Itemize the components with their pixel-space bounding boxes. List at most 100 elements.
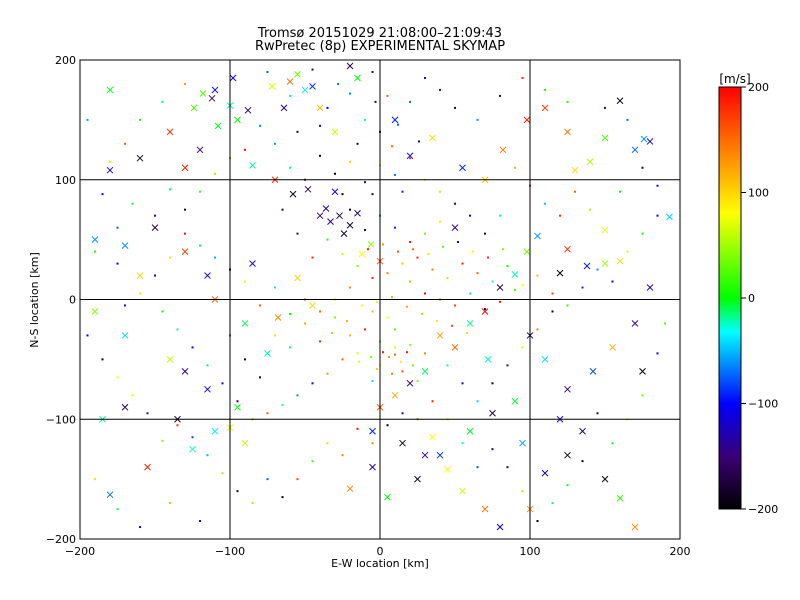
x-marker bbox=[414, 475, 421, 483]
x-marker bbox=[406, 379, 414, 387]
x-marker bbox=[190, 104, 198, 112]
dot-marker bbox=[394, 346, 396, 349]
dot-marker bbox=[424, 292, 426, 295]
dot-marker bbox=[364, 328, 366, 331]
x-marker bbox=[601, 475, 609, 483]
dot-marker bbox=[161, 439, 164, 442]
x-marker bbox=[499, 146, 507, 154]
dot-marker bbox=[397, 123, 399, 126]
dot-marker bbox=[371, 379, 374, 382]
x-marker bbox=[316, 212, 324, 220]
x-marker bbox=[523, 248, 531, 255]
x-marker bbox=[229, 74, 237, 82]
dot-marker bbox=[469, 292, 471, 295]
dot-marker bbox=[346, 320, 348, 323]
dot-marker bbox=[364, 181, 366, 184]
dot-marker bbox=[86, 118, 89, 121]
x-marker bbox=[214, 122, 222, 130]
x-marker bbox=[136, 272, 144, 279]
dot-marker bbox=[656, 184, 659, 187]
dot-marker bbox=[154, 274, 156, 277]
dot-marker bbox=[289, 312, 291, 315]
dot-marker bbox=[566, 304, 569, 307]
dot-marker bbox=[491, 382, 494, 385]
dot-marker bbox=[484, 308, 486, 311]
dot-marker bbox=[311, 68, 314, 71]
dot-marker bbox=[386, 272, 389, 275]
x-marker bbox=[451, 224, 459, 232]
dot-marker bbox=[370, 355, 372, 358]
dot-marker bbox=[382, 351, 384, 354]
dot-marker bbox=[536, 328, 539, 331]
dot-marker bbox=[487, 256, 489, 259]
x-marker bbox=[481, 505, 489, 513]
dot-marker bbox=[484, 232, 486, 235]
dot-marker bbox=[176, 424, 179, 427]
dot-marker bbox=[289, 166, 291, 169]
x-marker bbox=[459, 164, 466, 172]
x-marker bbox=[241, 439, 249, 447]
dot-marker bbox=[319, 340, 321, 343]
dot-marker bbox=[221, 382, 224, 385]
dot-marker bbox=[296, 130, 299, 133]
dot-marker bbox=[506, 466, 509, 469]
dot-marker bbox=[406, 305, 408, 308]
dot-marker bbox=[424, 232, 426, 235]
dot-marker bbox=[94, 478, 96, 481]
dot-marker bbox=[326, 442, 329, 445]
x-marker bbox=[601, 134, 609, 142]
dot-marker bbox=[109, 160, 111, 163]
x-marker bbox=[511, 270, 519, 278]
dot-marker bbox=[409, 157, 411, 160]
dot-marker bbox=[466, 332, 468, 335]
dot-marker bbox=[86, 334, 89, 337]
dot-marker bbox=[499, 94, 501, 97]
x-marker bbox=[564, 128, 571, 136]
x-marker bbox=[289, 190, 297, 198]
dot-marker bbox=[431, 268, 434, 271]
dot-marker bbox=[289, 346, 291, 349]
dot-marker bbox=[304, 322, 306, 325]
dot-marker bbox=[382, 243, 384, 246]
dot-marker bbox=[611, 442, 614, 445]
x-marker bbox=[369, 427, 376, 435]
dot-marker bbox=[574, 190, 576, 193]
dot-marker bbox=[367, 248, 369, 251]
x-marker bbox=[564, 451, 571, 459]
dot-marker bbox=[401, 262, 404, 265]
dot-marker bbox=[161, 100, 164, 103]
dot-marker bbox=[641, 394, 644, 397]
x-marker bbox=[280, 104, 288, 112]
dot-marker bbox=[371, 276, 374, 279]
x-tick-label: −100 bbox=[215, 545, 245, 558]
dot-marker bbox=[191, 346, 194, 349]
x-marker bbox=[534, 232, 541, 240]
x-marker bbox=[181, 164, 189, 172]
dot-marker bbox=[581, 286, 584, 289]
dot-marker bbox=[461, 262, 464, 265]
dot-marker bbox=[424, 76, 426, 79]
dot-marker bbox=[326, 372, 329, 375]
dot-marker bbox=[394, 173, 396, 176]
dot-marker bbox=[551, 292, 554, 295]
dot-marker bbox=[374, 100, 377, 103]
dot-marker bbox=[131, 202, 134, 205]
dot-marker bbox=[101, 358, 104, 361]
dot-marker bbox=[296, 394, 299, 397]
dot-marker bbox=[169, 502, 171, 505]
x-marker bbox=[511, 397, 519, 405]
dot-marker bbox=[124, 142, 126, 145]
dot-marker bbox=[116, 226, 119, 229]
x-marker bbox=[601, 260, 609, 267]
dot-marker bbox=[386, 94, 389, 97]
dot-marker bbox=[274, 334, 276, 337]
dot-marker bbox=[451, 324, 453, 327]
dot-marker bbox=[259, 304, 261, 307]
dot-marker bbox=[221, 472, 224, 475]
dot-marker bbox=[559, 214, 561, 217]
colorbar-tick-label: −100 bbox=[748, 398, 778, 411]
x-marker bbox=[579, 427, 586, 435]
dot-marker bbox=[454, 304, 456, 307]
dot-marker bbox=[499, 214, 501, 217]
dot-marker bbox=[341, 454, 344, 457]
